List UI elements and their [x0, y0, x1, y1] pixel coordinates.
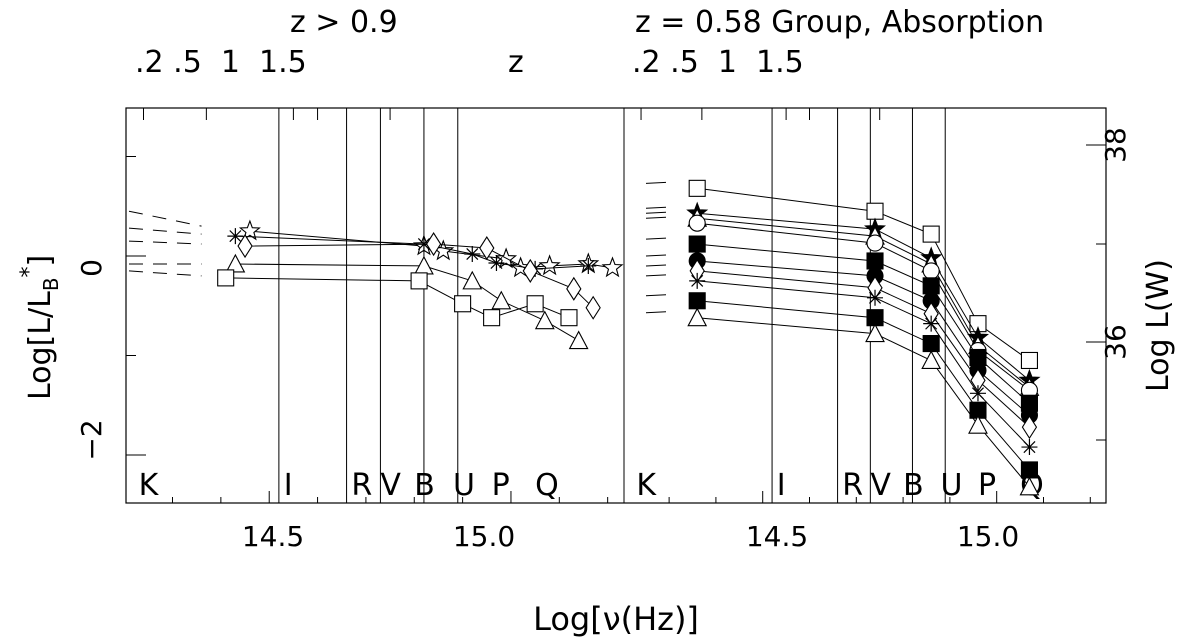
y-axis-label-right: Log L(W)	[1141, 259, 1176, 392]
right-band-label: R	[842, 468, 863, 503]
left-band-label: V	[380, 468, 401, 503]
right-data-point	[688, 235, 706, 253]
chart-marks: KIRVBUPQKIRVBUPQ	[126, 108, 1106, 503]
right-data-point	[866, 252, 884, 270]
right-band-label: U	[941, 468, 963, 503]
right-data-point	[922, 335, 940, 353]
right-data-point	[922, 225, 940, 243]
left-series-line	[235, 235, 589, 270]
right-data-point	[1021, 415, 1038, 440]
right-series-extension	[645, 274, 667, 277]
right-band-label: K	[636, 468, 657, 503]
plot-frame	[125, 107, 1107, 504]
left-series-extension	[128, 227, 202, 235]
x-tick-right-145: 14.5	[746, 520, 808, 553]
right-data-point	[968, 414, 988, 434]
left-data-point	[225, 253, 246, 273]
left-data-point	[585, 295, 601, 320]
left-data-point	[479, 236, 495, 261]
right-data-point	[688, 214, 706, 232]
right-data-point	[1020, 461, 1038, 479]
right-series-extension	[645, 264, 667, 267]
svg-text:Log[L/LB*]: Log[L/LB*]	[17, 255, 63, 400]
x-tick-right-150: 15.0	[957, 520, 1019, 553]
left-data-point	[601, 256, 624, 278]
left-data-point	[464, 246, 481, 263]
left-data-point	[488, 254, 505, 271]
left-series-extension	[128, 210, 202, 227]
left-data-point	[568, 330, 589, 350]
left-data-point	[237, 234, 253, 259]
title-left: z > 0.9	[290, 5, 398, 40]
right-data-point	[866, 309, 884, 327]
right-data-point	[866, 234, 884, 252]
left-data-point	[538, 254, 561, 276]
left-band-label: Q	[535, 468, 559, 503]
left-band-label: K	[139, 468, 160, 503]
right-data-point	[1021, 439, 1038, 456]
z-ticks-right: .2 .5 1 1.5	[632, 45, 804, 80]
left-data-point	[454, 295, 472, 313]
right-series-extension	[645, 254, 667, 257]
right-series-extension	[645, 211, 667, 214]
left-data-point	[227, 228, 244, 245]
left-series-line	[225, 277, 570, 319]
left-series-extension	[128, 240, 202, 245]
right-data-point	[865, 323, 885, 343]
z-axis-label: z	[508, 45, 524, 80]
left-data-point	[425, 232, 442, 257]
right-data-point	[923, 315, 940, 332]
left-data-point	[238, 219, 261, 241]
right-data-point	[689, 272, 706, 289]
left-y-tick-m2: −2	[75, 419, 108, 460]
right-data-point	[969, 385, 986, 402]
left-data-point	[483, 309, 501, 327]
right-data-point	[1019, 476, 1040, 496]
left-series-extension	[128, 270, 202, 277]
right-series-extension	[645, 237, 667, 240]
left-data-point	[462, 270, 483, 290]
x-axis-label: Log[ν(Hz)]	[533, 600, 699, 638]
left-data-point	[560, 309, 578, 327]
right-band-label: I	[777, 468, 786, 503]
right-data-point	[922, 277, 940, 295]
right-data-point	[1020, 351, 1038, 370]
z-ticks-left: .2 .5 1 1.5	[135, 45, 307, 80]
right-series-extension	[645, 216, 667, 219]
right-data-point	[866, 202, 884, 220]
right-data-point	[688, 179, 706, 197]
right-data-point	[922, 262, 940, 280]
right-series-extension	[645, 206, 667, 209]
right-series-extension	[645, 294, 667, 297]
x-tick-left-145: 14.5	[242, 520, 304, 553]
right-data-point	[688, 292, 706, 310]
right-data-point	[867, 289, 884, 306]
right-series-extension	[645, 181, 667, 184]
title-right: z = 0.58 Group, Absorption	[635, 5, 1044, 40]
left-band-label: U	[453, 468, 475, 503]
right-data-point	[921, 350, 942, 370]
left-data-point	[534, 310, 555, 330]
left-band-label: B	[414, 468, 435, 503]
y-axis-label-left: Log[L/LB*]	[17, 255, 63, 400]
right-band-label: P	[978, 468, 996, 503]
right-series-extension	[645, 311, 667, 314]
left-data-point	[580, 257, 597, 274]
left-y-tick-0: 0	[75, 259, 108, 277]
left-data-point	[526, 295, 544, 313]
left-data-point	[491, 290, 512, 310]
left-data-point	[566, 276, 582, 301]
left-band-label: R	[351, 468, 372, 503]
left-data-point	[522, 258, 538, 283]
right-band-label: V	[870, 468, 891, 503]
left-data-point	[410, 272, 428, 290]
x-tick-left-150: 15.0	[453, 520, 515, 553]
right-data-point	[687, 307, 708, 327]
right-band-label: B	[903, 468, 924, 503]
left-band-label: I	[284, 468, 293, 503]
left-data-point	[217, 269, 235, 287]
left-band-label: P	[492, 468, 510, 503]
